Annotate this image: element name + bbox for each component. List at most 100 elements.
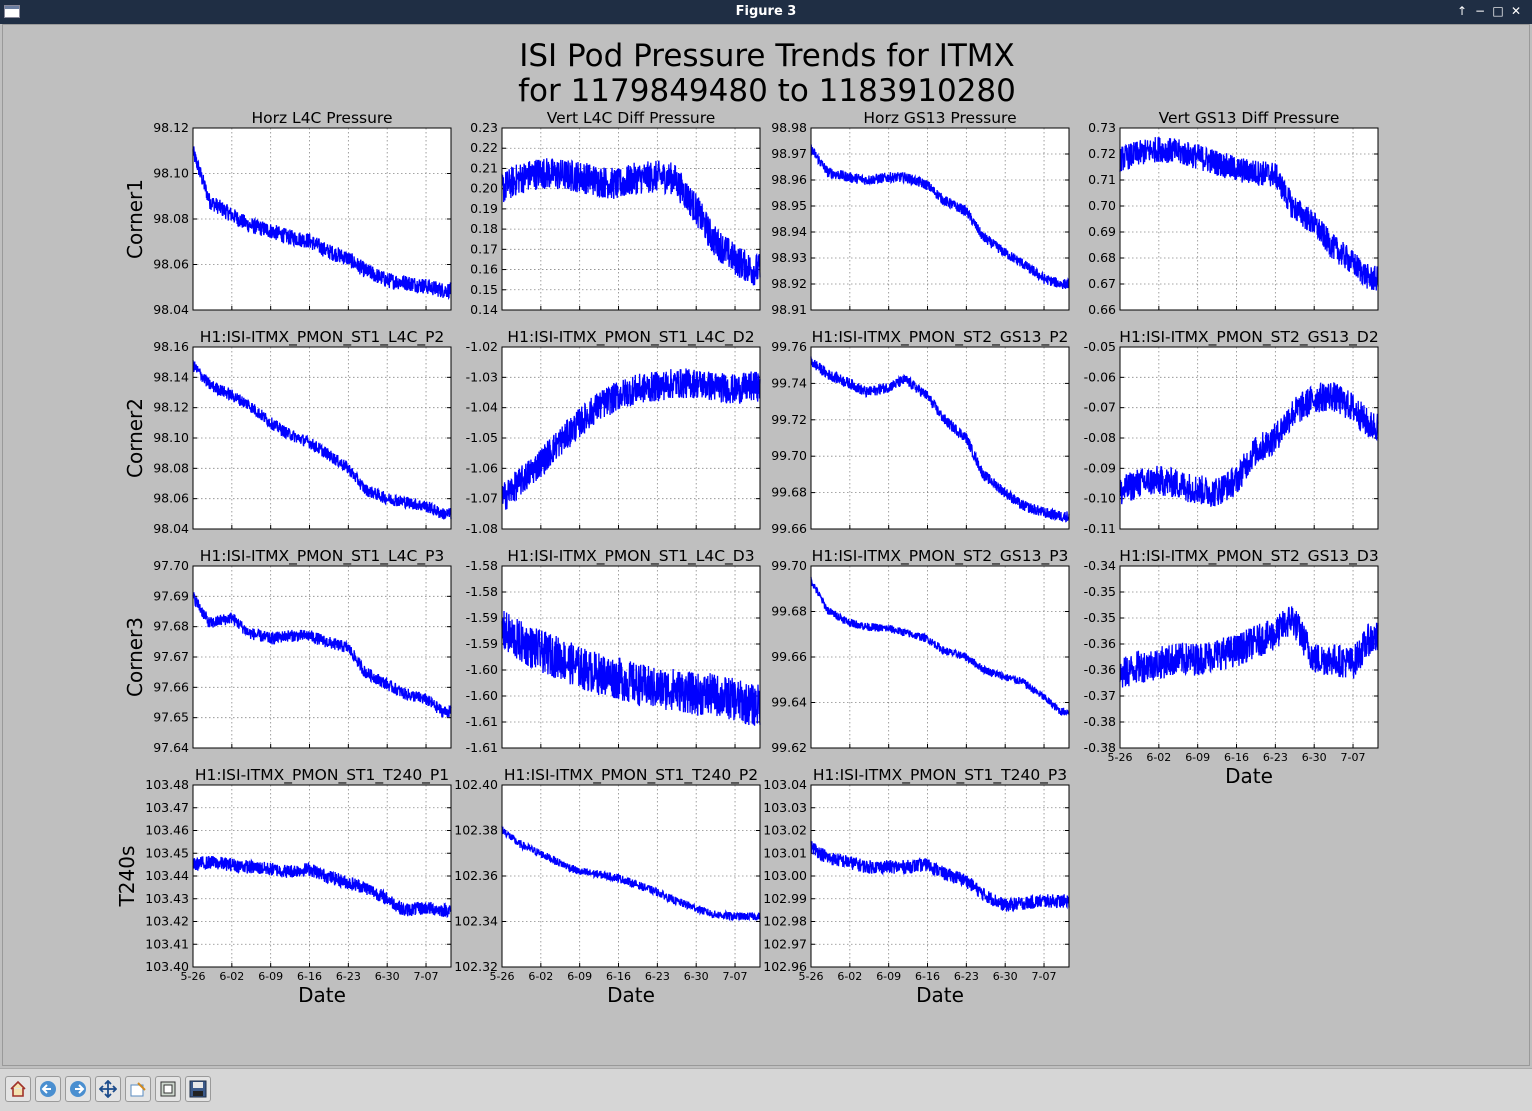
- home-button[interactable]: [5, 1076, 31, 1102]
- y-tick-label: 103.01: [763, 845, 807, 860]
- y-tick-label: -0.09: [1084, 460, 1116, 475]
- subplot-6: -1.08-1.07-1.06-1.05-1.04-1.03-1.02H1:IS…: [466, 328, 760, 536]
- y-tick-label: 103.42: [145, 914, 189, 929]
- y-tick-label: -0.37: [1084, 688, 1116, 703]
- y-tick-label: 98.94: [771, 224, 807, 239]
- y-tick-label: -1.06: [466, 460, 498, 475]
- y-tick-label: 103.48: [145, 777, 189, 792]
- subplot-8: -0.11-0.10-0.09-0.08-0.07-0.06-0.05H1:IS…: [1084, 328, 1379, 536]
- save-button[interactable]: [185, 1076, 211, 1102]
- minimize-icon[interactable]: −: [1472, 3, 1488, 19]
- subplot-13: 103.40103.41103.42103.43103.44103.45103.…: [115, 766, 451, 1007]
- x-tick-label: 7-07: [723, 970, 748, 983]
- y-tick-label: -1.08: [466, 521, 498, 536]
- y-tick-label: 97.70: [153, 558, 189, 573]
- y-tick-label: 0.22: [470, 140, 498, 155]
- y-tick-label: -0.07: [1084, 400, 1116, 415]
- configure-subplots-button[interactable]: [155, 1076, 181, 1102]
- x-tick-label: 6-02: [837, 970, 862, 983]
- subplot-title: Horz L4C Pressure: [251, 109, 392, 127]
- subplot-title: Vert L4C Diff Pressure: [547, 109, 716, 127]
- y-tick-label: 103.44: [145, 868, 189, 883]
- pan-icon: [99, 1080, 117, 1098]
- y-tick-label: 98.96: [771, 172, 807, 187]
- y-tick-label: 99.70: [771, 558, 807, 573]
- subplot-title: H1:ISI-ITMX_PMON_ST2_GS13_D2: [1119, 328, 1378, 347]
- forward-button[interactable]: [65, 1076, 91, 1102]
- plot-area: [811, 347, 1069, 529]
- y-tick-label: 99.76: [771, 339, 807, 354]
- y-tick-label: 98.97: [771, 146, 807, 161]
- x-tick-label: 6-30: [375, 970, 400, 983]
- y-tick-label: 0.67: [1088, 276, 1116, 291]
- y-tick-label: 98.12: [153, 120, 189, 135]
- y-tick-label: 103.41: [145, 936, 189, 951]
- y-tick-label: 0.73: [1088, 120, 1116, 135]
- x-tick-label: 6-16: [915, 970, 940, 983]
- y-tick-label: 98.08: [153, 460, 189, 475]
- figure-title-line1: ISI Pod Pressure Trends for ITMX: [519, 38, 1015, 74]
- y-tick-label: 98.10: [153, 430, 189, 445]
- y-tick-label: 0.19: [470, 201, 498, 216]
- x-tick-label: 6-09: [1185, 751, 1210, 764]
- y-tick-label: 99.68: [771, 485, 807, 500]
- y-tick-label: -1.60: [466, 662, 498, 677]
- save-icon: [189, 1080, 207, 1098]
- x-tick-label: 6-23: [1263, 751, 1288, 764]
- y-tick-label: 103.04: [763, 777, 807, 792]
- navigation-toolbar: [0, 1068, 1532, 1111]
- subplot-title: H1:ISI-ITMX_PMON_ST1_L4C_D2: [507, 328, 754, 347]
- maximize-icon[interactable]: □: [1490, 3, 1506, 19]
- y-tick-label: 99.74: [771, 375, 807, 390]
- subplot-7: 99.6699.6899.7099.7299.7499.76H1:ISI-ITM…: [771, 328, 1069, 536]
- x-tick-label: 6-30: [1302, 751, 1327, 764]
- y-tick-label: 0.16: [470, 262, 498, 277]
- y-tick-label: 98.14: [153, 369, 189, 384]
- x-tick-label: 6-09: [567, 970, 592, 983]
- home-icon: [9, 1080, 27, 1098]
- zoom-button[interactable]: [125, 1076, 151, 1102]
- x-tick-label: 6-09: [876, 970, 901, 983]
- x-tick-label: 6-16: [297, 970, 322, 983]
- y-tick-label: 99.64: [771, 695, 807, 710]
- y-tick-label: 97.69: [153, 588, 189, 603]
- x-axis-label: Date: [298, 983, 346, 1007]
- y-tick-label: -1.59: [466, 636, 498, 651]
- y-tick-label: 102.38: [454, 823, 498, 838]
- subplot-5: 98.0498.0698.0898.1098.1298.1498.16H1:IS…: [123, 328, 451, 536]
- pan-button[interactable]: [95, 1076, 121, 1102]
- plot-area: [502, 128, 760, 310]
- window-titlebar[interactable]: Figure 3 ↑ − □ ✕: [0, 0, 1532, 24]
- y-tick-label: 103.43: [145, 891, 189, 906]
- y-tick-label: 0.66: [1088, 302, 1116, 317]
- subplot-10: -1.61-1.61-1.60-1.60-1.59-1.59-1.58-1.58…: [466, 547, 760, 755]
- y-tick-label: -0.36: [1084, 636, 1116, 651]
- y-tick-label: 97.67: [153, 649, 189, 664]
- x-tick-label: 5-26: [181, 970, 206, 983]
- close-icon[interactable]: ✕: [1508, 3, 1524, 19]
- pin-icon[interactable]: ↑: [1454, 3, 1470, 19]
- subplot-title: H1:ISI-ITMX_PMON_ST2_GS13_P3: [812, 547, 1069, 566]
- y-tick-label: 0.15: [470, 282, 498, 297]
- back-button[interactable]: [35, 1076, 61, 1102]
- y-tick-label: 98.06: [153, 491, 189, 506]
- y-tick-label: -0.35: [1084, 610, 1116, 625]
- y-tick-label: 103.45: [145, 845, 189, 860]
- y-tick-label: 98.10: [153, 166, 189, 181]
- row-label: Corner3: [123, 617, 147, 697]
- y-tick-label: 102.97: [763, 936, 807, 951]
- y-tick-label: 102.34: [454, 914, 498, 929]
- y-tick-label: -0.38: [1084, 714, 1116, 729]
- back-icon: [39, 1080, 57, 1098]
- x-tick-label: 5-26: [799, 970, 824, 983]
- y-tick-label: 97.65: [153, 710, 189, 725]
- y-tick-label: 0.71: [1088, 172, 1116, 187]
- y-tick-label: -1.59: [466, 610, 498, 625]
- y-tick-label: 99.70: [771, 448, 807, 463]
- subplot-12: -0.38-0.38-0.37-0.36-0.36-0.35-0.35-0.34…: [1084, 547, 1379, 788]
- subplot-title: H1:ISI-ITMX_PMON_ST1_T240_P3: [813, 766, 1067, 785]
- x-tick-label: 6-23: [645, 970, 670, 983]
- y-tick-label: 102.40: [454, 777, 498, 792]
- x-tick-label: 6-02: [219, 970, 244, 983]
- y-tick-label: -1.60: [466, 688, 498, 703]
